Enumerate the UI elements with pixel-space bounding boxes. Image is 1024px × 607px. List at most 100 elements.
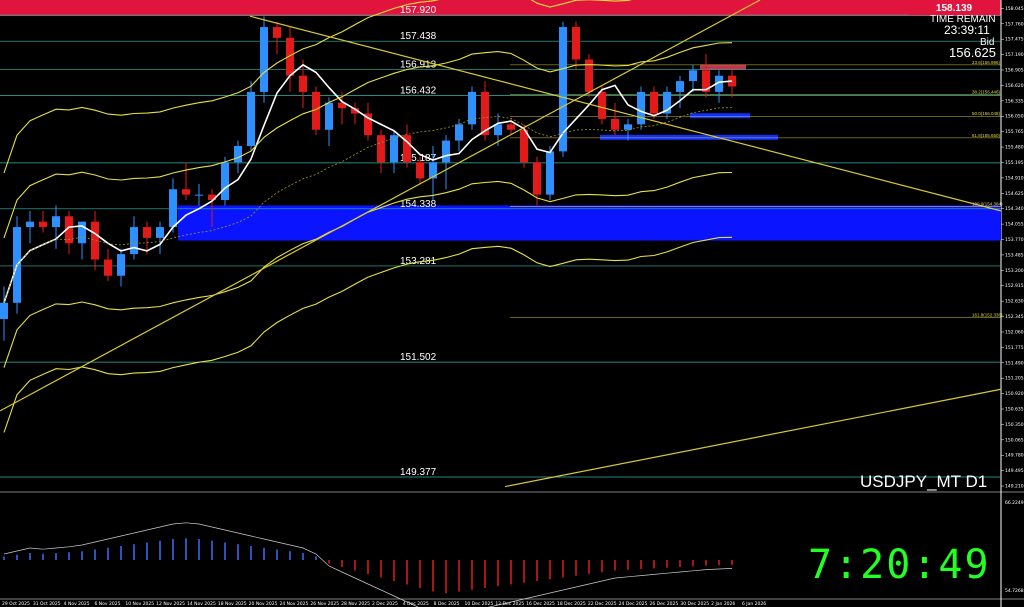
y-tick-label: 154.055 (1005, 222, 1024, 228)
y-tick-label: 154.910 (1005, 175, 1024, 181)
x-tick-label: 14 Nov 2025 (187, 601, 216, 607)
bid-label: Bid (980, 37, 995, 48)
x-tick-label: 18 Nov 2025 (218, 601, 247, 607)
y-tick-label: 156.335 (1005, 98, 1024, 104)
price-level-label: 154.338 (400, 199, 437, 210)
support-zone (178, 205, 1001, 241)
candle-down (728, 75, 736, 87)
candle-up (169, 189, 177, 228)
candle-down (182, 189, 190, 195)
y-tick-label: 157.475 (1005, 37, 1024, 43)
candle-down (273, 27, 281, 38)
x-tick-label: 18 Dec 2025 (557, 601, 586, 607)
candle-down (650, 91, 658, 114)
price-level-label: 149.377 (400, 467, 437, 478)
y-tick-label: 150.350 (1005, 422, 1024, 428)
top-price: 158.139 (935, 3, 973, 14)
candle-up (689, 70, 697, 82)
y-tick-label: 152.630 (1005, 299, 1024, 305)
candle-up (715, 75, 723, 92)
y-tick-label: 157.760 (1005, 21, 1024, 27)
x-tick-label: 20 Nov 2025 (249, 601, 278, 607)
x-tick-label: 22 Dec 2025 (588, 601, 617, 607)
osc-y-label: 54.7268 (1005, 588, 1024, 594)
candle-down (338, 102, 346, 109)
y-tick-label: 154.340 (1005, 206, 1024, 212)
y-tick-label: 151.775 (1005, 345, 1024, 351)
candle-down (598, 91, 606, 119)
y-tick-label: 150.920 (1005, 391, 1024, 397)
candle-down (572, 27, 580, 60)
band-line (3, 236, 733, 433)
candle-down (377, 135, 385, 163)
candle-up (546, 151, 554, 195)
candle-down (481, 91, 489, 136)
top-price-badge: 158.139 (908, 3, 1000, 15)
candle-down (351, 108, 359, 114)
price-level-label: 156.432 (400, 86, 437, 97)
x-tick-label: 24 Nov 2025 (280, 601, 309, 607)
y-tick-label: 157.190 (1005, 52, 1024, 58)
band-line (3, 171, 733, 368)
y-tick-label: 155.765 (1005, 129, 1024, 135)
mid-band-line (3, 107, 733, 303)
candle-up (234, 145, 242, 163)
y-tick-label: 156.620 (1005, 83, 1024, 89)
candle-up (442, 140, 450, 163)
y-tick-label: 149.780 (1005, 453, 1024, 459)
x-tick-label: 8 Dec 2025 (434, 601, 460, 607)
candle-down (91, 221, 99, 260)
y-tick-label: 156.050 (1005, 114, 1024, 120)
candle-down (65, 216, 73, 244)
y-tick-label: 151.205 (1005, 376, 1024, 382)
candle-down (611, 118, 619, 130)
candle-up (130, 227, 138, 255)
x-tick-label: 26 Dec 2025 (650, 601, 679, 607)
time-remain-value: 23:39:11 (944, 23, 990, 37)
candle-down (416, 162, 424, 179)
fib-level-label: 38.2(156.446) (972, 90, 1001, 95)
zone-red (700, 64, 746, 70)
x-tick-label: 16 Dec 2025 (526, 601, 555, 607)
candle-up (247, 91, 255, 146)
x-tick-label: 4 Dec 2025 (403, 601, 429, 607)
x-tick-label: 2 Dec 2025 (372, 601, 398, 607)
candle-up (676, 81, 684, 92)
candle-up (494, 124, 502, 136)
y-tick-label: 151.490 (1005, 360, 1024, 366)
price-level-label: 151.502 (400, 352, 437, 363)
candle-up (637, 91, 645, 125)
price-level-label: 155.187 (400, 153, 437, 164)
price-level-label: 157.438 (400, 31, 437, 42)
osc-y-label: 66.2249 (1005, 500, 1024, 506)
time-remain-label: TIME REMAIN (930, 14, 996, 25)
candle-up (52, 216, 60, 228)
x-tick-label: 24 Dec 2025 (619, 601, 648, 607)
candle-down (208, 194, 216, 201)
x-tick-label: 2 Jan 2026 (711, 601, 735, 607)
y-tick-label: 153.770 (1005, 237, 1024, 243)
trend-line-up (504, 388, 1002, 488)
fib-level-label: 61.8(155.650) (972, 133, 1001, 138)
x-tick-label: 12 Dec 2025 (495, 601, 524, 607)
bid-value: 156.625 (949, 45, 996, 60)
band-line (3, 42, 733, 239)
y-tick-label: 155.195 (1005, 160, 1024, 166)
symbol-label: USDJPY_MT D1 (860, 472, 988, 491)
y-tick-label: 149.495 (1005, 468, 1024, 474)
candle-up (663, 91, 671, 114)
x-tick-label: 4 Nov 2025 (64, 601, 90, 607)
candle-down (507, 124, 515, 130)
fib-level-label: 100.0(154.384) (972, 202, 1003, 207)
candle-up (26, 221, 34, 228)
fib-level-label: 50.0(156.048) (972, 111, 1001, 116)
candle-up (390, 135, 398, 163)
candle-down (39, 221, 47, 228)
x-tick-label: 31 Oct 2025 (33, 601, 61, 607)
y-tick-label: 158.045 (1005, 6, 1024, 12)
candle-up (195, 194, 203, 196)
candle-up (156, 227, 164, 238)
candle-down (312, 91, 320, 130)
candle-up (468, 91, 476, 125)
